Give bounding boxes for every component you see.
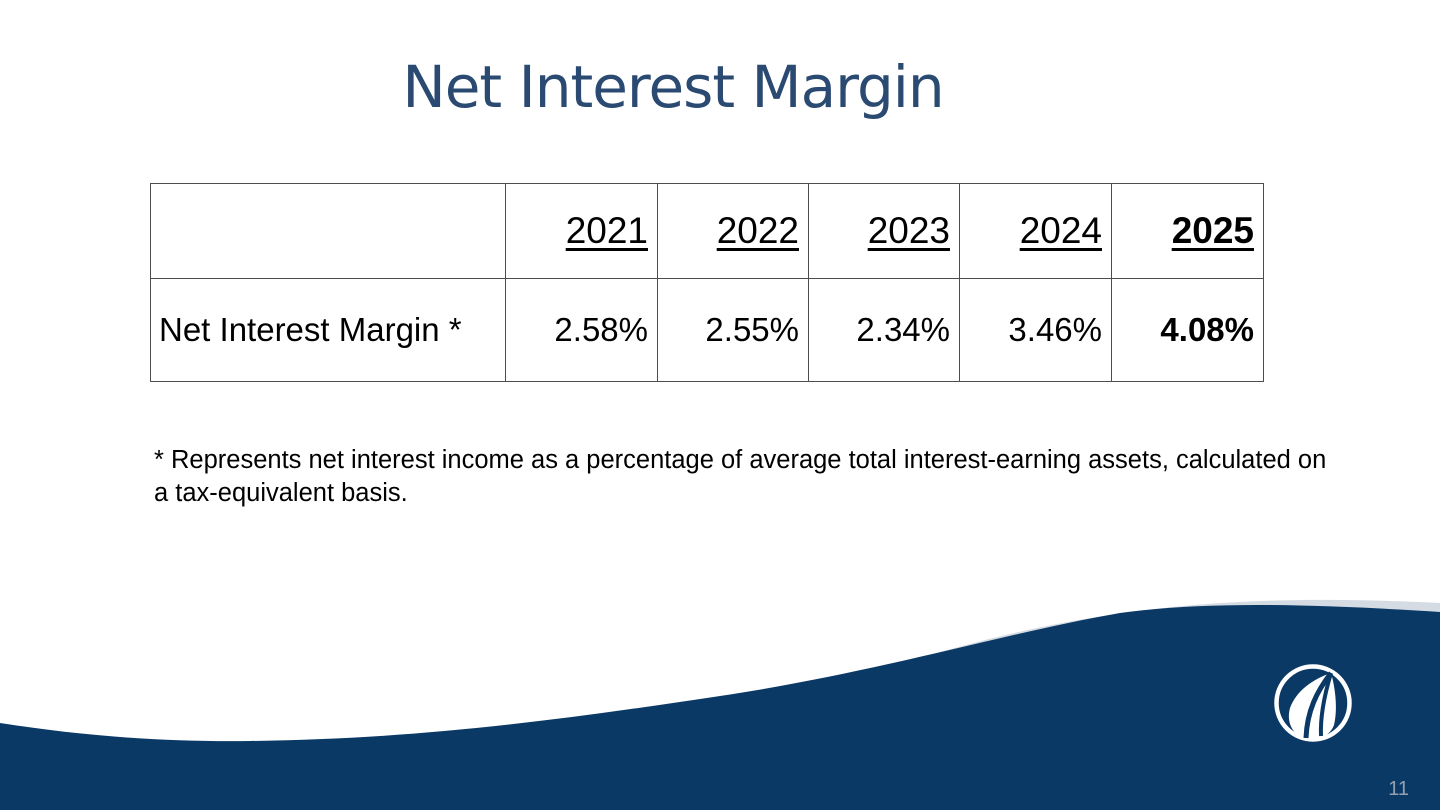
footnote: * Represents net interest income as a pe… <box>154 444 1326 510</box>
footnote-line-2: a tax-equivalent basis. <box>154 479 408 507</box>
table-header-empty <box>150 183 506 279</box>
page-number: 11 <box>1388 778 1409 800</box>
table-header-2025: 2025 <box>1111 183 1264 279</box>
value-2024: 3.46% <box>959 278 1112 382</box>
row-label-net-interest-margin: Net Interest Margin * <box>150 278 506 382</box>
table-header-2022: 2022 <box>657 183 809 279</box>
page-title: Net Interest Margin <box>402 53 944 121</box>
table-header-2021: 2021 <box>505 183 658 279</box>
value-2023: 2.34% <box>808 278 960 382</box>
logo-leaf-vein-icon <box>1303 671 1333 739</box>
value-2022: 2.55% <box>657 278 809 382</box>
value-2021: 2.58% <box>505 278 658 382</box>
logo-leaf-vein2-icon <box>1318 672 1333 737</box>
company-logo <box>1274 664 1352 742</box>
value-2025: 4.08% <box>1111 278 1264 382</box>
table-header-row: 2021 2022 2023 2024 2025 <box>150 183 1264 279</box>
nim-table: 2021 2022 2023 2024 2025 Net Interest Ma… <box>150 183 1264 382</box>
wave-accent-arc <box>930 599 1440 720</box>
table-header-2023: 2023 <box>808 183 960 279</box>
wave-navy-shape <box>0 605 1440 810</box>
table-header-2024: 2024 <box>959 183 1112 279</box>
table-row: Net Interest Margin * 2.58% 2.55% 2.34% … <box>150 278 1264 382</box>
footnote-line-1: * Represents net interest income as a pe… <box>154 446 1327 474</box>
